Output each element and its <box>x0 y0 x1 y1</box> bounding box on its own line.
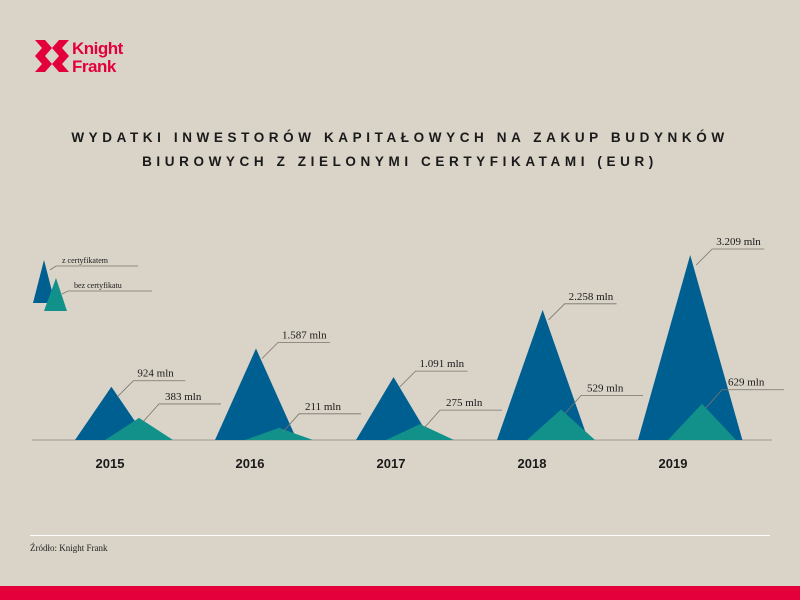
legend-certified-leader <box>49 265 138 271</box>
leader-certified-2016 <box>261 342 330 359</box>
legend-uncertified-leader <box>61 290 152 295</box>
legend-uncertified-swatch <box>44 278 67 311</box>
label-certified-2017: 1.091 mln <box>420 358 465 370</box>
bar-certified-2018 <box>497 309 589 440</box>
legend-uncertified-label: bez certyfikatu <box>74 281 122 290</box>
category-label-2015: 2015 <box>96 456 125 471</box>
legend-certified-swatch <box>33 260 55 303</box>
legend-certified-label: z certyfikatem <box>62 256 109 265</box>
bar-uncertified-2019 <box>668 403 736 440</box>
category-label-2019: 2019 <box>659 456 688 471</box>
label-uncertified-2018: 529 mln <box>587 383 624 395</box>
category-label-2017: 2017 <box>377 456 406 471</box>
leader-certified-2017 <box>399 370 468 388</box>
chart-title-line-2: BIUROWYCH Z ZIELONYMI CERTYFIKATAMI (EUR… <box>142 154 658 169</box>
chart-title-line-1: WYDATKI INWESTORÓW KAPITAŁOWYCH NA ZAKUP… <box>71 130 729 145</box>
knight-frank-logo-icon <box>35 40 69 72</box>
label-certified-2016: 1.587 mln <box>282 330 327 342</box>
leader-uncertified-2017 <box>423 409 502 429</box>
label-uncertified-2019: 629 mln <box>728 377 765 389</box>
label-certified-2019: 3.209 mln <box>716 236 761 248</box>
bar-certified-2016 <box>215 348 297 440</box>
bar-certified-2017 <box>356 377 432 440</box>
brand-line-1: Knight <box>72 39 123 58</box>
label-uncertified-2016: 211 mln <box>305 401 341 413</box>
brand-wordmark: Knight Frank <box>72 40 123 76</box>
leader-certified-2015 <box>117 380 186 398</box>
bar-uncertified-2017 <box>386 424 454 440</box>
label-certified-2015: 924 mln <box>137 368 174 380</box>
leader-uncertified-2019 <box>705 389 784 409</box>
label-certified-2018: 2.258 mln <box>569 291 614 303</box>
bar-uncertified-2016 <box>245 427 313 440</box>
leader-certified-2018 <box>548 303 617 321</box>
category-label-2018: 2018 <box>518 456 547 471</box>
bar-uncertified-2015 <box>105 417 173 440</box>
label-uncertified-2017: 275 mln <box>446 397 483 409</box>
brand-line-2: Frank <box>72 57 116 76</box>
footer-divider <box>30 535 770 536</box>
leader-certified-2019 <box>695 248 765 266</box>
leader-uncertified-2016 <box>282 413 361 433</box>
leader-uncertified-2015 <box>142 403 221 423</box>
category-label-2016: 2016 <box>236 456 265 471</box>
leader-uncertified-2018 <box>564 395 643 414</box>
source-note: Źródło: Knight Frank <box>30 543 108 553</box>
bar-certified-2019 <box>638 255 743 440</box>
label-uncertified-2015: 383 mln <box>165 391 202 403</box>
brand-bottom-bar <box>0 586 800 600</box>
bar-uncertified-2018 <box>527 409 595 440</box>
